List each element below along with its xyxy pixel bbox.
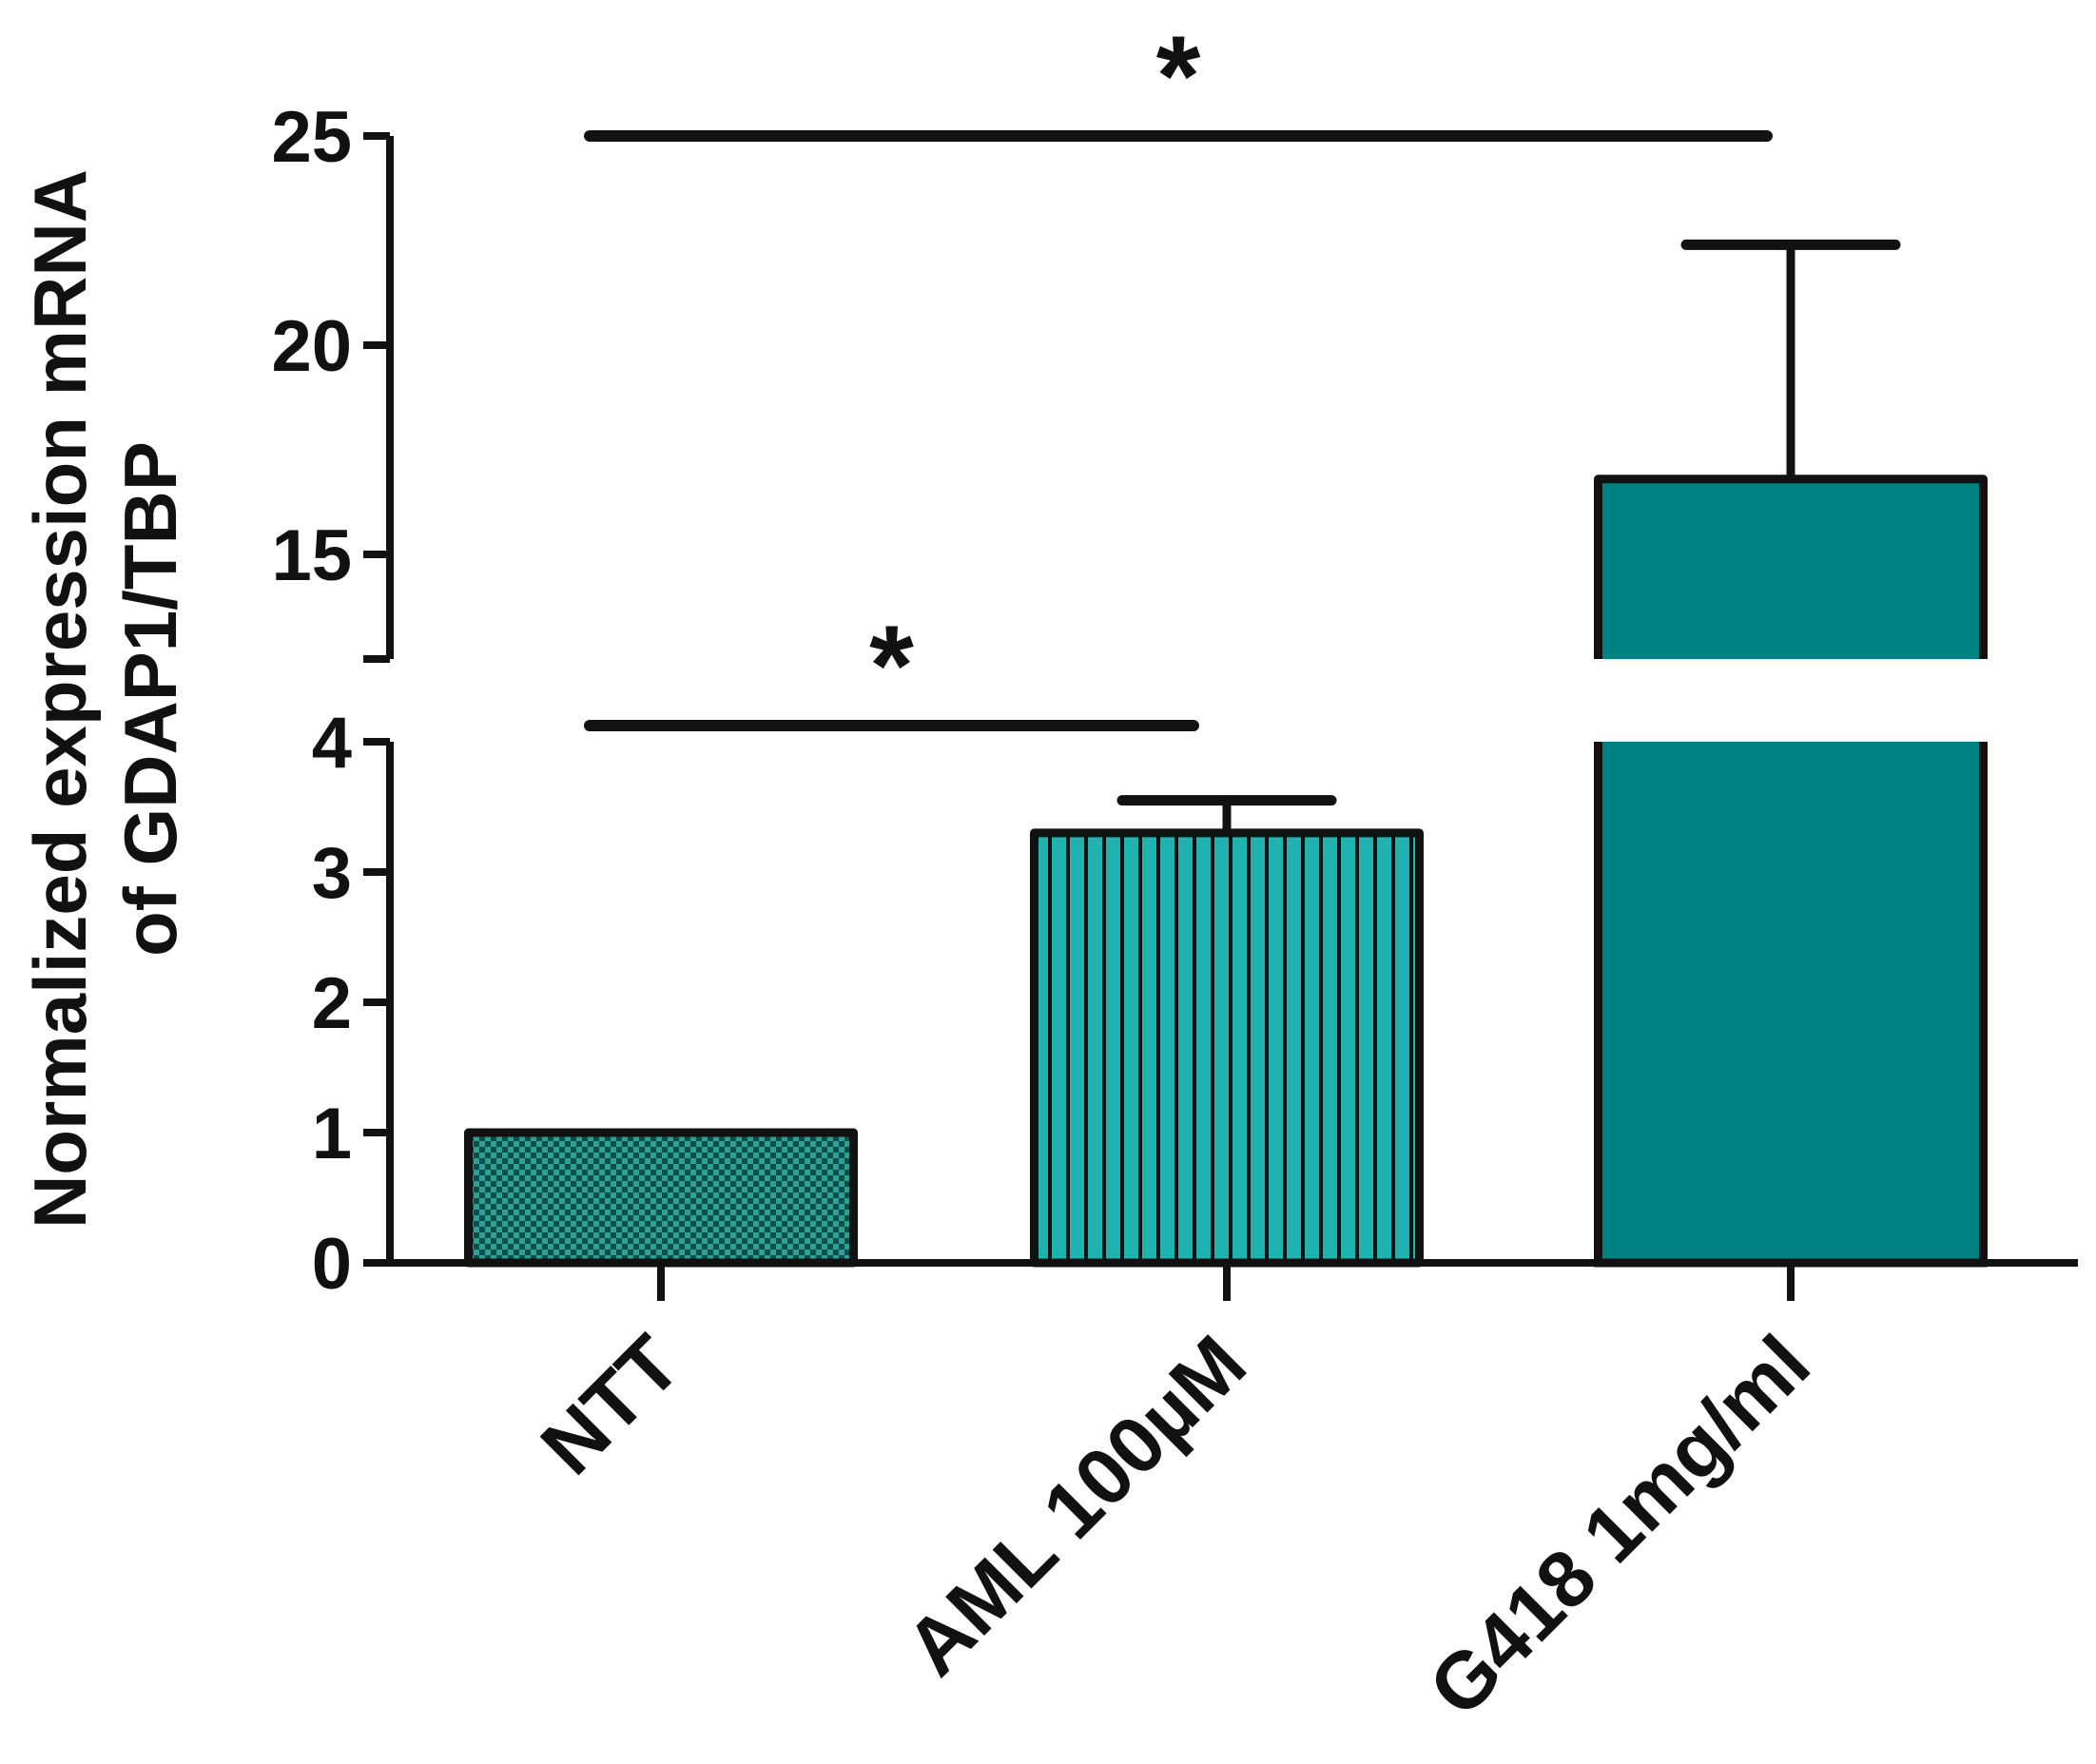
bar-g418-1mg-ml-lower-segment [1598, 742, 1984, 1263]
bar-ntt [464, 1128, 858, 1268]
bar-g418-1mg-ml-lower-outline [1594, 742, 1988, 1268]
y-tick-label-upper-25: 25 [271, 97, 352, 178]
y-axis-title-line-2: of GDAP1/TBP [108, 441, 192, 957]
y-tick-label-lower-1: 1 [312, 1094, 352, 1174]
y-tick-label-lower-2: 2 [312, 963, 352, 1044]
y-tick-label-upper-15: 15 [271, 515, 352, 596]
x-category-label-2: G418 1mg/ml [1411, 1318, 1826, 1733]
x-category-label-0: NTT [524, 1318, 697, 1491]
x-category-label-1: AML 100µM [888, 1318, 1262, 1692]
significance-star-0: * [869, 602, 914, 729]
bar-aml-100-m [1030, 828, 1424, 1268]
y-axis-title-line-1: Normalized expression mRNA [18, 169, 102, 1229]
labels-layer: 0 1 2 3 4 15 20 25 NTT AML 100µM G418 1mg/ml * * Norm… [18, 12, 1827, 1733]
y-tick-label-upper-20: 20 [271, 306, 352, 387]
y-tick-label-lower-3: 3 [312, 833, 352, 914]
bar-g418-1mg-ml [1594, 475, 1988, 1268]
significance-star-1: * [1156, 12, 1201, 140]
y-tick-label-lower-4: 4 [312, 703, 352, 784]
y-tick-label-lower-0: 0 [312, 1224, 352, 1305]
bar-g418-1mg-ml-upper-segment [1598, 478, 1984, 659]
y-axis-title: Normalized expression mRNAof GDAP1/TBP [18, 169, 192, 1229]
bars-layer [464, 130, 1988, 1268]
